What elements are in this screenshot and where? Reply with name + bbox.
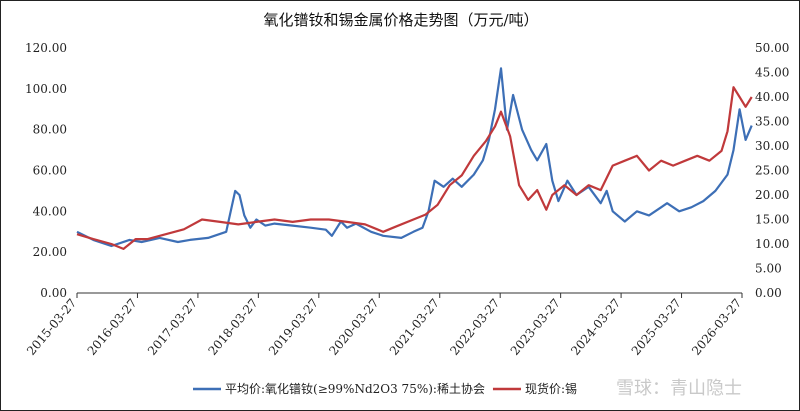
x-tick-label: 2025-03-27 — [629, 296, 684, 358]
chart-title: 氧化镨钕和锡金属价格走势图（万元/吨） — [263, 11, 538, 29]
y-left-tick-label: 0.00 — [40, 286, 67, 300]
x-tick-label: 2020-03-27 — [326, 296, 381, 358]
y-left-tick-label: 80.00 — [33, 123, 67, 137]
y-right-tick-label: 35.00 — [755, 115, 789, 129]
y-left-tick-label: 20.00 — [33, 245, 67, 259]
legend-label-ndpr-oxide: 平均价:氧化镨钕(≥99%Nd2O3 75%):稀土协会 — [225, 381, 485, 396]
y-left-tick-label: 40.00 — [33, 204, 67, 218]
y-right-tick-label: 40.00 — [755, 90, 789, 104]
x-tick-label: 2026-03-27 — [689, 296, 744, 358]
x-tick-label: 2018-03-27 — [205, 296, 260, 358]
y-right-tick-label: 50.00 — [755, 41, 789, 55]
y-right-tick-label: 10.00 — [755, 237, 789, 251]
axes: 0.00 20.00 40.00 60.00 80.00 100.00 120.00 0.00… — [24, 41, 789, 358]
y-right-tick-label: 45.00 — [755, 66, 789, 80]
watermark: 雪球：青山隐士 — [616, 378, 742, 399]
x-tick-label: 2022-03-27 — [447, 296, 502, 358]
x-tick-label: 2021-03-27 — [387, 296, 442, 358]
y-right-tick-label: 15.00 — [755, 213, 789, 227]
series-line-tin — [76, 86, 753, 250]
x-tick-label: 2017-03-27 — [145, 296, 200, 358]
x-tick-label: 2015-03-27 — [24, 296, 79, 358]
series-line-ndpr-oxide — [76, 67, 753, 248]
y-left-tick-label: 100.00 — [25, 82, 67, 96]
x-tick-label: 2016-03-27 — [85, 296, 140, 358]
y-right-tick-label: 5.00 — [755, 262, 782, 276]
y-right-tick-label: 25.00 — [755, 164, 789, 178]
legend: 平均价:氧化镨钕(≥99%Nd2O3 75%):稀土协会 现货价:锡 — [193, 381, 577, 396]
y-left-tick-label: 120.00 — [25, 41, 67, 55]
y-right-tick-label: 30.00 — [755, 139, 789, 153]
y-left-tick-label: 60.00 — [33, 164, 67, 178]
y-right-tick-label: 20.00 — [755, 188, 789, 202]
y-right-tick-label: 0.00 — [755, 286, 782, 300]
series-layer — [76, 67, 753, 250]
x-tick-label: 2024-03-27 — [568, 296, 623, 358]
x-tick-label: 2019-03-27 — [266, 296, 321, 358]
x-tick-label: 2023-03-27 — [508, 296, 563, 358]
legend-label-tin: 现货价:锡 — [525, 381, 577, 396]
